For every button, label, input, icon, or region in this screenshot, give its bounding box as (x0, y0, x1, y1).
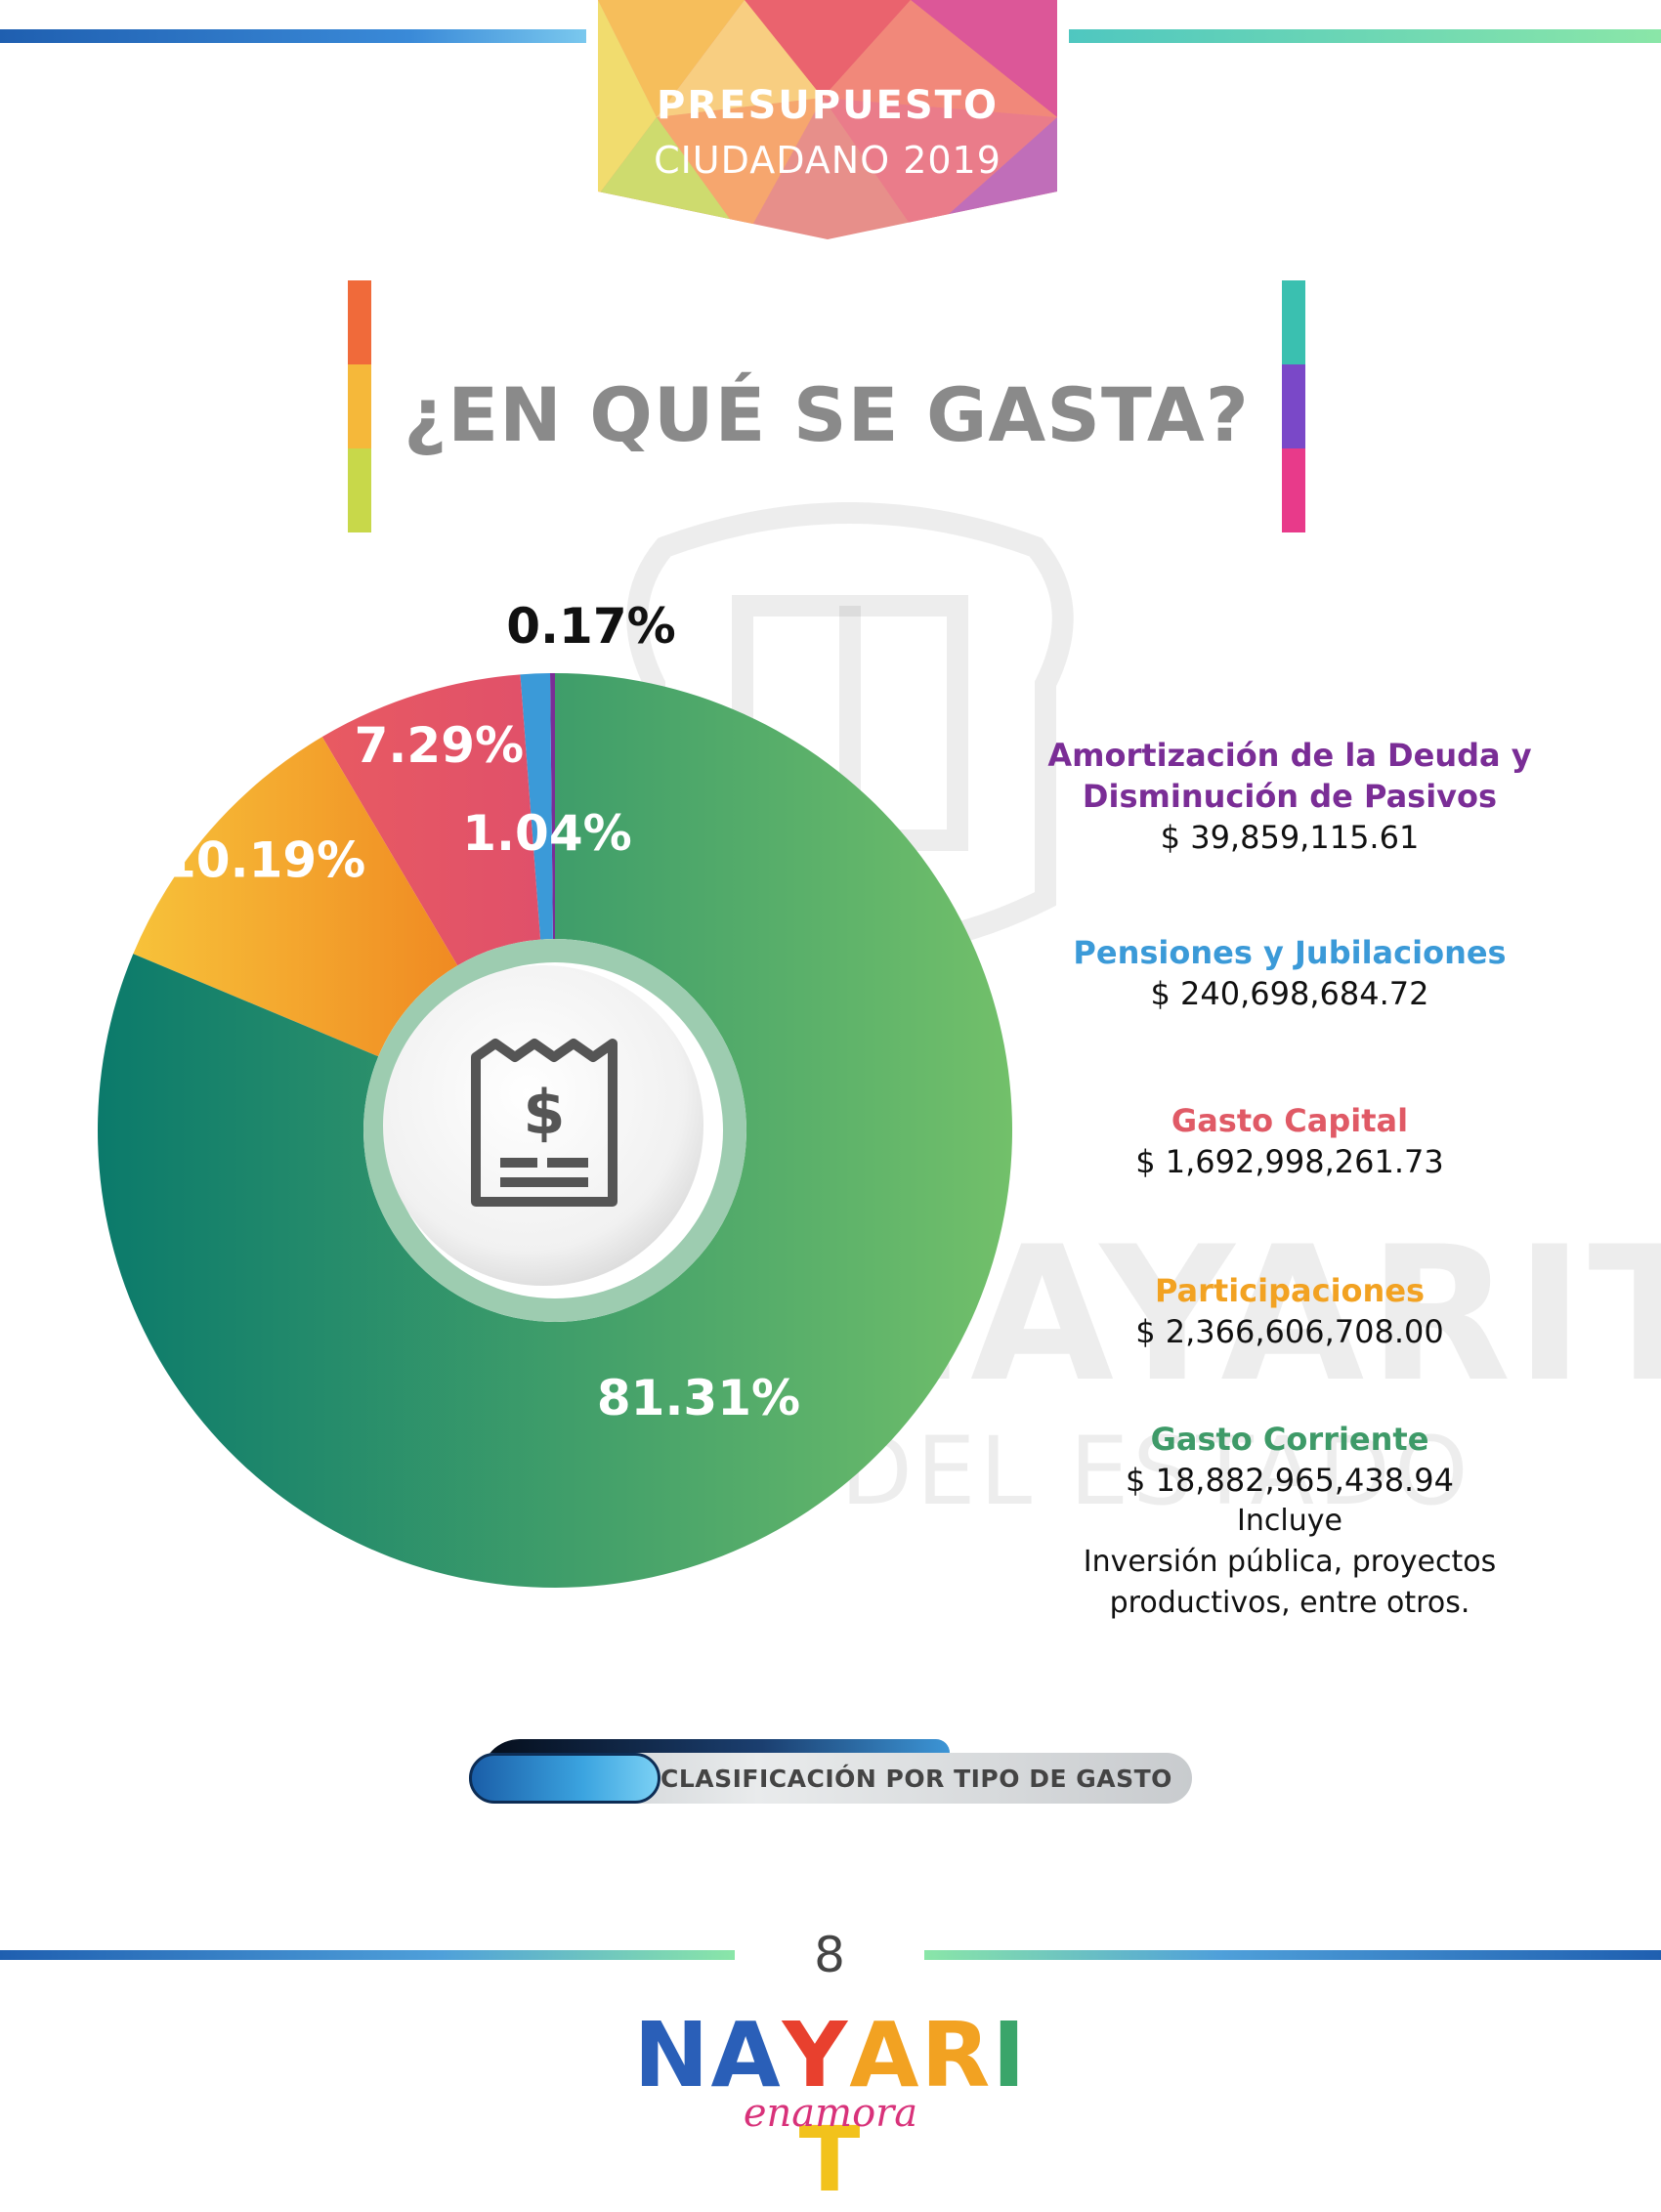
legend-item-gasto-capital: Gasto Capital $ 1,692,998,261.73 (1026, 1100, 1554, 1182)
legend-amount: $ 1,692,998,261.73 (1026, 1141, 1554, 1182)
chart-legend: Amortización de la Deuda y Disminución d… (1026, 735, 1554, 1624)
legend-amount: $ 39,859,115.61 (1026, 817, 1554, 858)
legend-name: Pensiones y Jubilaciones (1026, 932, 1554, 973)
receipt-dollar-sign: $ (523, 1077, 565, 1148)
legend-name: Gasto Corriente (1026, 1419, 1554, 1460)
legend-note: Inversión pública, proyectos (1026, 1542, 1554, 1583)
legend-item-pensiones: Pensiones y Jubilaciones $ 240,698,684.7… (1026, 932, 1554, 1014)
legend-name: Gasto Capital (1026, 1100, 1554, 1141)
legend-item-participaciones: Participaciones $ 2,366,606,708.00 (1026, 1270, 1554, 1352)
footer-rule-right (924, 1950, 1661, 1960)
pct-label-participaciones: 10.19% (162, 832, 365, 889)
legend-amount: $ 18,882,965,438.94 (1026, 1460, 1554, 1501)
legend-name: Participaciones (1026, 1270, 1554, 1311)
page-number: 8 (735, 1927, 924, 1983)
pct-label-amortizacion: 0.17% (506, 598, 675, 655)
chart-caption: CLASIFICACIÓN POR TIPO DE GASTO (660, 1765, 1172, 1793)
legend-amount: $ 2,366,606,708.00 (1026, 1311, 1554, 1352)
pct-label-gasto-corriente: 81.31% (597, 1370, 800, 1426)
legend-name-cont: Disminución de Pasivos (1026, 776, 1554, 817)
legend-item-amortizacion: Amortización de la Deuda y Disminución d… (1026, 735, 1554, 858)
legend-note: productivos, entre otros. (1026, 1583, 1554, 1624)
footer-rule-left (0, 1950, 735, 1960)
legend-note: Incluye (1026, 1501, 1554, 1542)
pct-label-pensiones: 1.04% (462, 805, 631, 862)
nayarit-logo-tagline: enamora (625, 2091, 1036, 2136)
pct-label-gasto-capital: 7.29% (355, 717, 524, 774)
legend-name: Amortización de la Deuda y (1026, 735, 1554, 776)
legend-amount: $ 240,698,684.72 (1026, 973, 1554, 1014)
caption-pill-accent (469, 1753, 660, 1804)
legend-item-gasto-corriente: Gasto Corriente $ 18,882,965,438.94 Incl… (1026, 1419, 1554, 1624)
